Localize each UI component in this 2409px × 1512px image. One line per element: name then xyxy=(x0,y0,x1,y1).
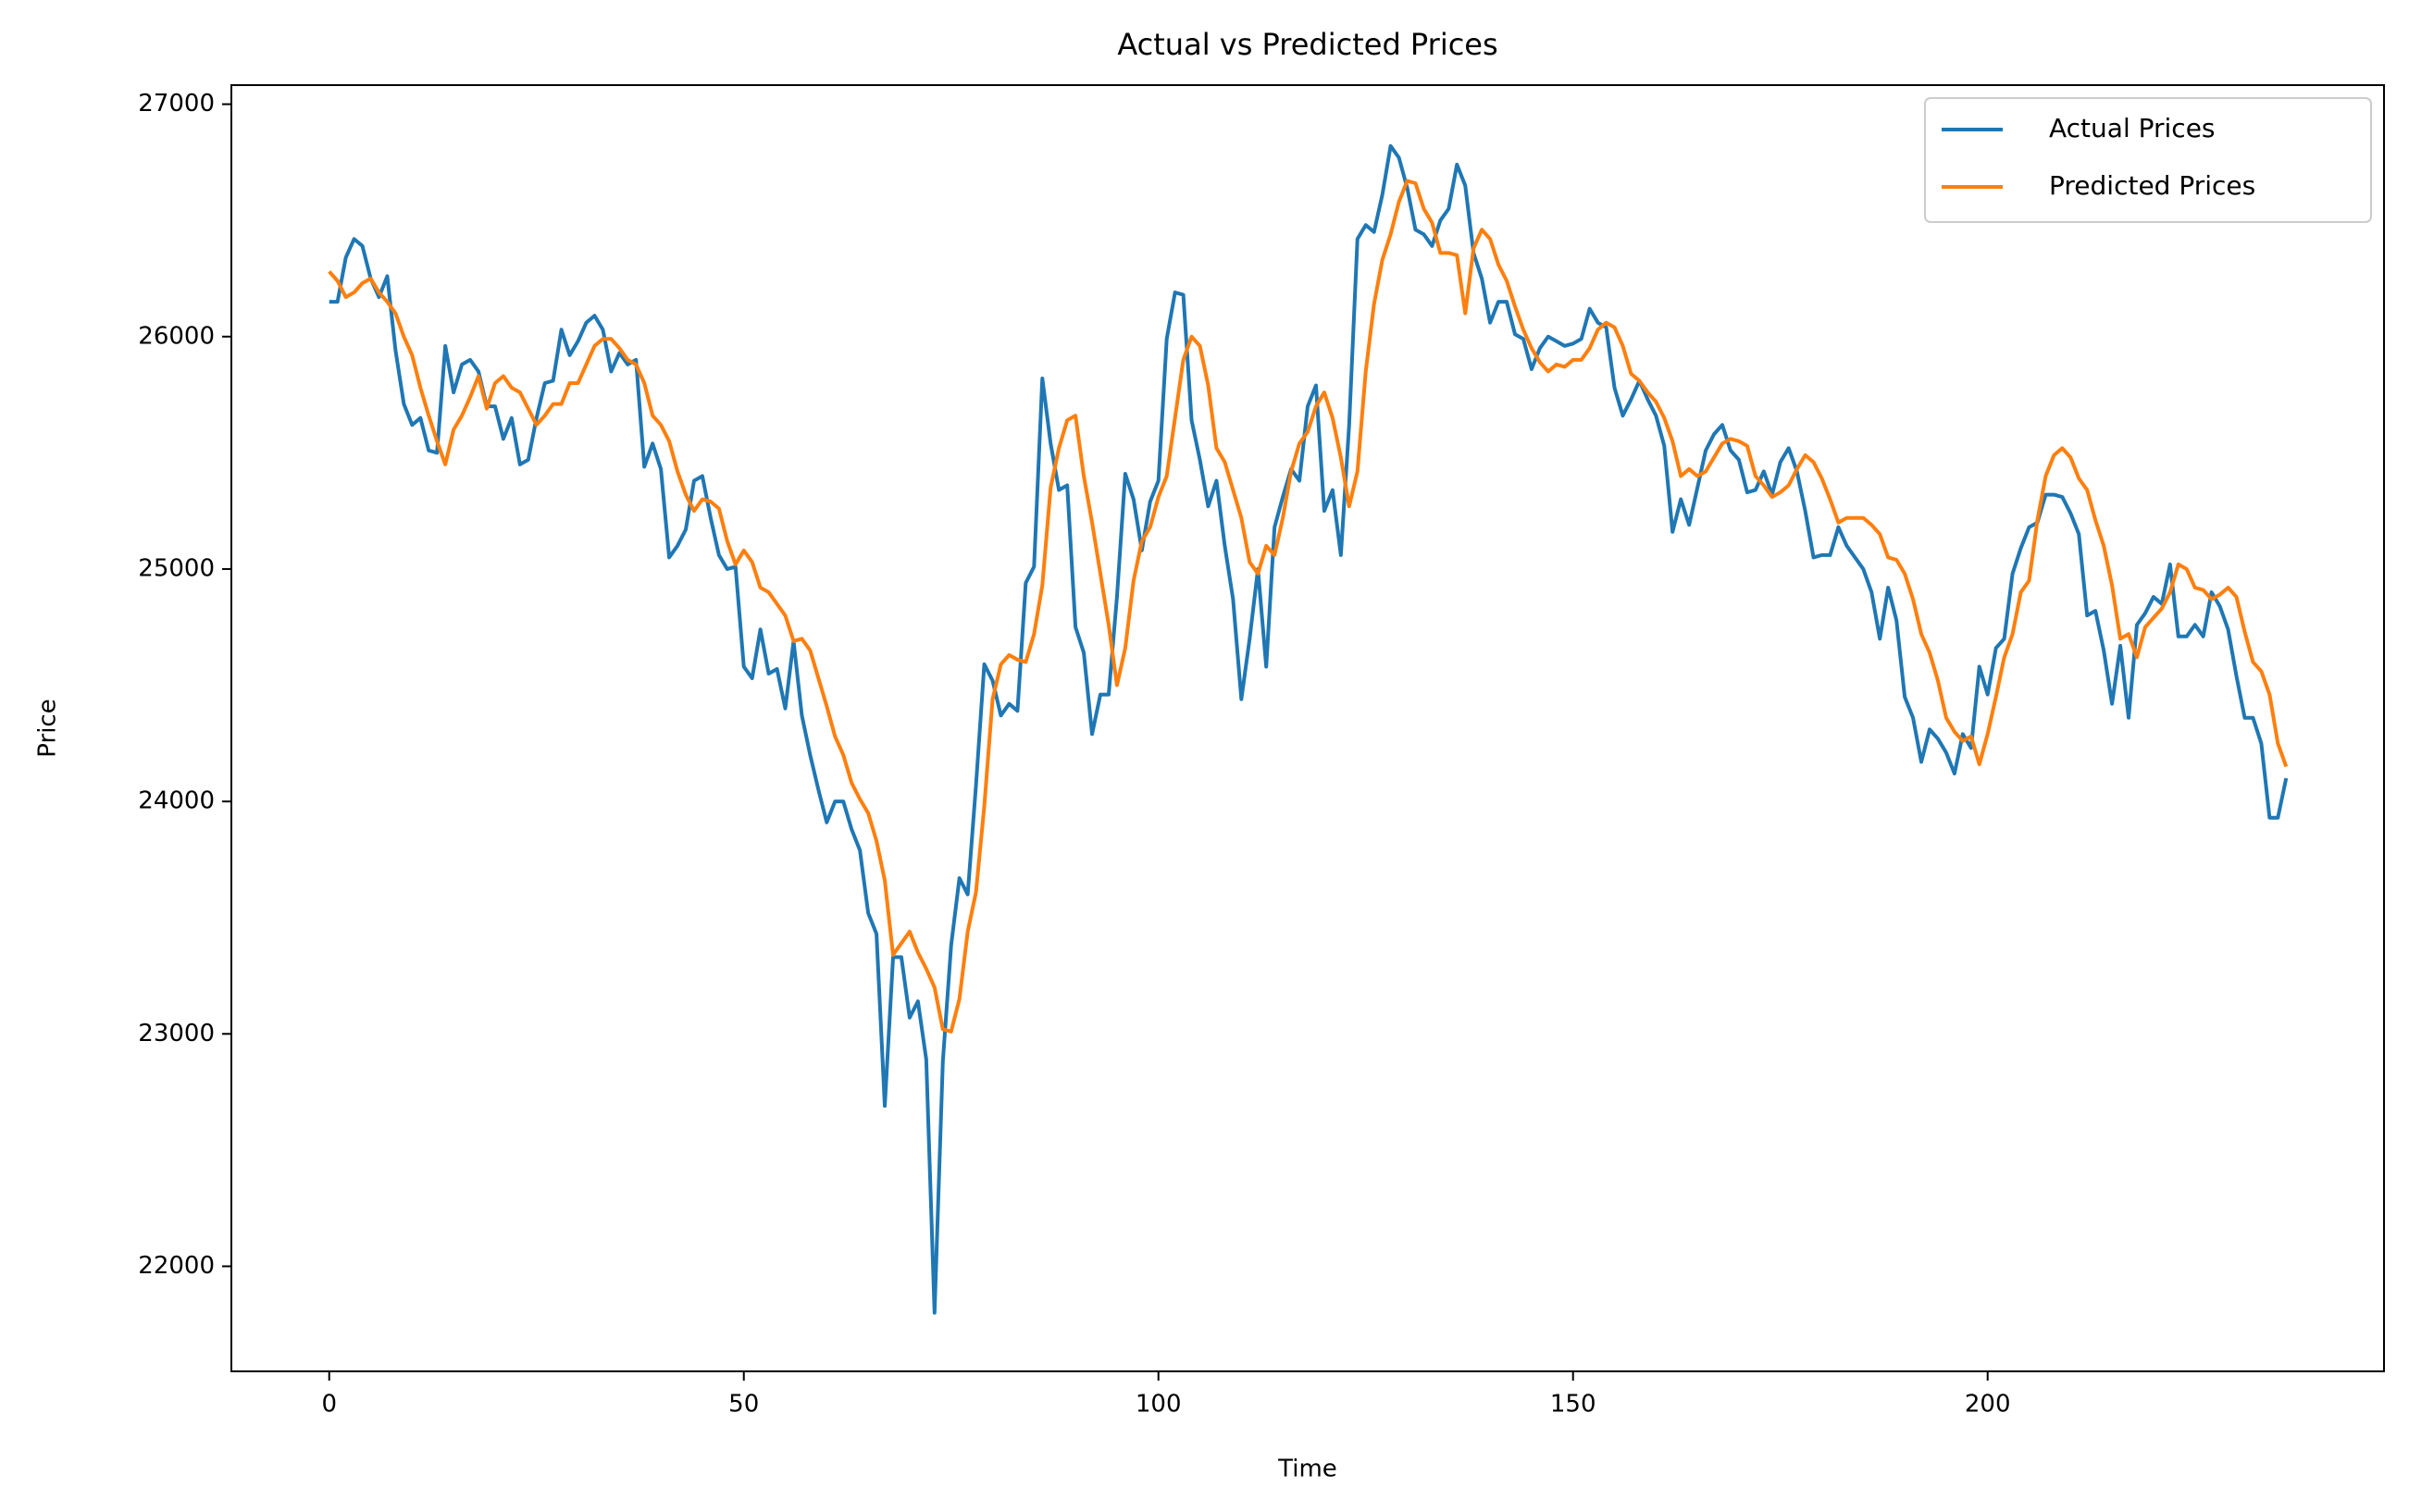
y-tick-label: 22000 xyxy=(138,1252,215,1280)
x-tick-label: 100 xyxy=(1136,1391,1182,1419)
legend-label: Actual Prices xyxy=(2049,113,2216,143)
legend-box xyxy=(1924,97,2372,223)
y-tick-label: 26000 xyxy=(138,322,215,350)
y-axis-label: Price xyxy=(34,699,62,757)
y-tick-label: 24000 xyxy=(138,787,215,815)
x-tick-label: 150 xyxy=(1550,1391,1596,1419)
x-tick-label: 50 xyxy=(728,1391,759,1419)
data-line xyxy=(328,179,2289,1034)
legend-label: Predicted Prices xyxy=(2049,170,2255,201)
y-tick-label: 27000 xyxy=(138,90,215,118)
plot-frame xyxy=(230,84,2385,1372)
y-tick-label: 23000 xyxy=(138,1020,215,1047)
y-tick-label: 25000 xyxy=(138,554,215,582)
x-tick-label: 0 xyxy=(321,1391,337,1419)
data-line xyxy=(329,143,2289,1315)
x-axis-label: Time xyxy=(1277,1456,1337,1483)
x-tick-label: 200 xyxy=(1965,1391,2011,1419)
chart-title: Actual vs Predicted Prices xyxy=(1117,27,1497,62)
